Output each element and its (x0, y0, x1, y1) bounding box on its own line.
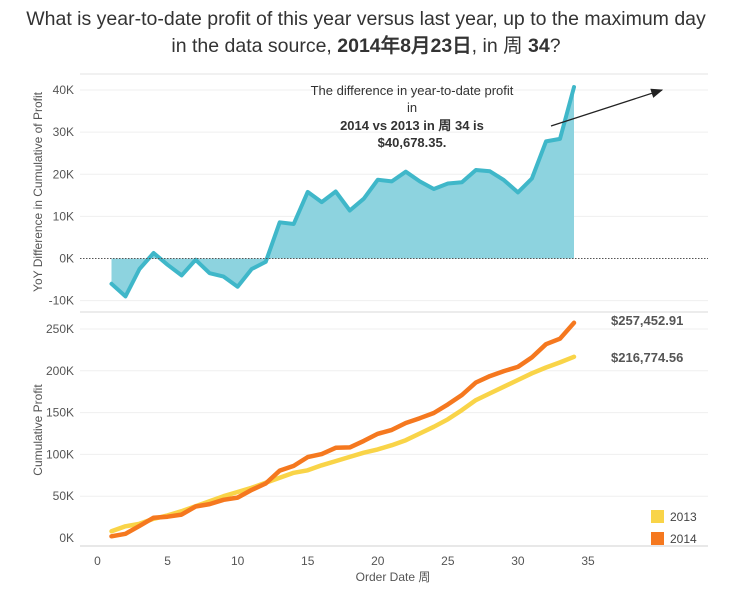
legend: 2013 2014 (651, 510, 697, 546)
top-y-axis-title: YoY Difference in Cumulative of Profit (31, 91, 45, 292)
bottom-y-tick: 250K (46, 322, 74, 336)
title-mid: , in 周 (471, 35, 529, 57)
annotation: The difference in year-to-date profit in… (311, 83, 664, 150)
bottom-y-axis-title: Cumulative Profit (31, 384, 45, 476)
annotation-line-3: 2014 vs 2013 in 周 34 is (340, 118, 484, 133)
top-y-tick: -10K (49, 294, 74, 308)
legend-swatch-2013[interactable] (651, 510, 664, 523)
annotation-arrow (550, 88, 664, 127)
title-line-1: What is year-to-date profit of this year… (26, 8, 706, 30)
bottom-y-tick: 150K (46, 406, 74, 420)
x-tick: 25 (441, 554, 455, 568)
top-y-tick: 0K (59, 252, 74, 266)
x-tick: 35 (581, 554, 595, 568)
chart-title: What is year-to-date profit of this year… (0, 6, 732, 60)
bottom-y-tick: 100K (46, 447, 74, 461)
x-tick: 20 (371, 554, 385, 568)
bottom-y-tick: 0K (59, 531, 74, 545)
bottom-y-tick: 200K (46, 364, 74, 378)
bottom-y-tick-labels: 0K 50K 100K 150K 200K 250K (46, 322, 74, 545)
title-prefix: in the data source, (171, 35, 338, 57)
title-week: 34 (528, 35, 550, 57)
legend-swatch-2014[interactable] (651, 532, 664, 545)
end-label-2013: $216,774.56 (611, 350, 683, 365)
top-y-tick-labels: -10K 0K 10K 20K 30K 40K (49, 83, 74, 308)
difference-area (111, 87, 574, 297)
x-tick: 0 (94, 554, 101, 568)
x-tick: 10 (231, 554, 245, 568)
annotation-line-1: The difference in year-to-date profit (311, 83, 514, 98)
bottom-y-tick: 50K (53, 489, 74, 503)
bottom-gridlines (80, 328, 708, 497)
x-axis-title: Order Date 周 (356, 570, 431, 584)
title-suffix: ? (549, 35, 561, 57)
top-y-tick: 20K (53, 167, 74, 181)
annotation-line-2: in (407, 100, 417, 115)
title-line-2: in the data source, 2014年8月23日, in 周 34? (0, 33, 732, 60)
end-label-2014: $257,452.91 (611, 313, 683, 328)
top-y-tick: 30K (53, 125, 74, 139)
top-y-tick: 10K (53, 209, 74, 223)
legend-label-2013: 2013 (670, 510, 697, 524)
difference-line (109, 85, 576, 299)
title-date: 2014年8月23日 (337, 35, 472, 57)
x-tick-labels: 0 5 10 15 20 25 30 35 (94, 554, 595, 568)
difference-panel: -10K 0K 10K 20K 30K 40K YoY Difference in Cum… (31, 73, 708, 308)
x-tick: 5 (164, 554, 171, 568)
annotation-line-4: $40,678.35. (378, 135, 447, 150)
x-tick: 15 (301, 554, 315, 568)
x-tick: 30 (511, 554, 525, 568)
line-2014 (109, 320, 577, 539)
line-2013 (109, 354, 577, 534)
legend-label-2014: 2014 (670, 532, 697, 546)
top-y-tick: 40K (53, 83, 74, 97)
